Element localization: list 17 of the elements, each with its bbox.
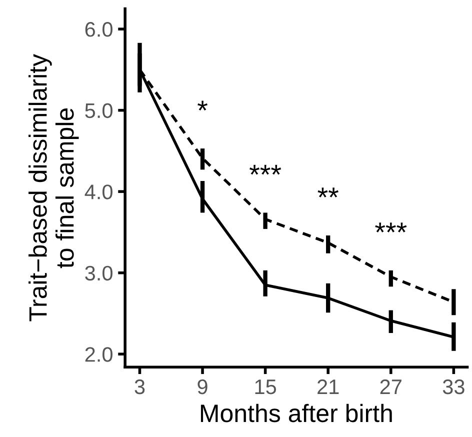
x-tick-label: 9 (198, 379, 208, 394)
annotation: ** (318, 188, 338, 198)
annotation: *** (250, 164, 282, 175)
x-tick-label: 33 (442, 379, 464, 394)
x-tick-label: 15 (255, 380, 276, 394)
x-tick-label: 27 (380, 379, 402, 394)
y-axis-title: Trait−based dissimilarity to final sample (28, 54, 79, 322)
x-tick-label: 21 (318, 379, 339, 394)
y-tick-label: 4.0 (84, 184, 112, 200)
y-tick-label: 3.0 (85, 266, 112, 281)
y-tick-label: 2.0 (85, 347, 112, 362)
annotation: *** (375, 222, 407, 232)
x-tick-label: 3 (134, 379, 145, 394)
y-tick-label: 5.0 (85, 103, 112, 118)
y-tick-label: 6.0 (85, 22, 112, 37)
annotation: * (198, 100, 208, 110)
x-axis-title: Months after birth (200, 404, 392, 422)
